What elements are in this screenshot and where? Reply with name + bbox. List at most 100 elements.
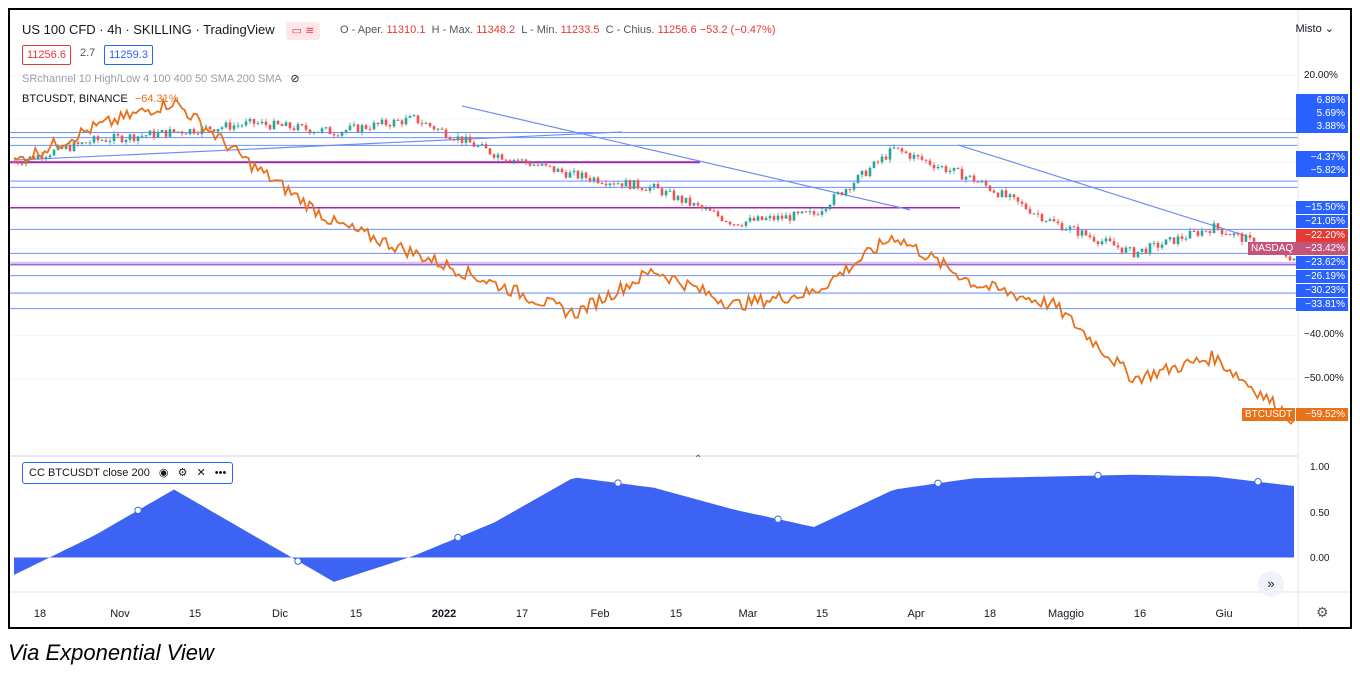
nasdaq-candle [224,122,228,128]
time-axis-label: 15 [349,608,363,620]
price-axis-tag: −59.52% [1296,408,1348,421]
eye-icon[interactable]: ◉ [158,467,169,479]
nasdaq-candle [924,159,928,161]
nasdaq-candle [520,159,524,161]
nasdaq-candle [644,189,648,191]
ohlc-readout: O - Aper. 11310.1 H - Max. 11348.2 L - M… [340,24,776,36]
nasdaq-candle [1144,248,1148,254]
oscillator-point [294,557,302,565]
nasdaq-candle [900,148,904,152]
nasdaq-candle [1196,231,1200,236]
nasdaq-candle [668,190,672,192]
nasdaq-candle [816,214,820,216]
nasdaq-candle [348,125,352,131]
nasdaq-candle [1236,233,1240,235]
nasdaq-candle [324,127,328,129]
nasdaq-candle [160,130,164,133]
close-icon[interactable]: ✕ [196,467,206,479]
nasdaq-candle [556,168,560,172]
nasdaq-candle [548,165,552,167]
nasdaq-candle [1100,241,1104,245]
nasdaq-candle [772,216,776,220]
price-axis-tag: −4.37% [1296,151,1348,164]
nasdaq-candle [1084,230,1088,236]
nasdaq-candle [1060,223,1064,231]
nasdaq-candle [964,176,968,180]
nasdaq-candle [820,211,824,215]
chart-title[interactable]: US 100 CFD · 4h · SKILLING · TradingView [22,22,275,37]
osc-axis-0: 0.00 [1310,553,1330,564]
nasdaq-candle [928,160,932,165]
nasdaq-candle [624,180,628,187]
nasdaq-candle [704,208,708,210]
oscillator-point [774,515,782,523]
nasdaq-candle [1188,230,1192,239]
nasdaq-candle [488,148,492,155]
scroll-to-realtime-icon[interactable]: » [1258,571,1284,597]
sync-toggle-icon[interactable]: ▭ ≋ [286,22,320,40]
nasdaq-candle [72,142,76,152]
nasdaq-candle [1064,229,1068,231]
nasdaq-candle [300,124,304,126]
chart-canvas[interactable] [10,10,1350,627]
nasdaq-candle [1180,236,1184,239]
nasdaq-candle [1288,256,1292,261]
nasdaq-candle [532,164,536,166]
sell-price-box[interactable]: 11256.6 [22,45,71,65]
time-axis-label: 15 [669,608,683,620]
nasdaq-candle [872,161,876,168]
nasdaq-candle [612,183,616,185]
buy-price-box[interactable]: 11259.3 [104,45,153,65]
indicator-legend[interactable]: SRchannel 10 High/Low 4 100 400 50 SMA 2… [22,73,300,85]
nasdaq-candle [500,154,504,160]
settings-gear-icon[interactable]: ⚙ [177,467,188,479]
price-axis-tag: −15.50% [1296,201,1348,214]
nasdaq-candle [884,156,888,160]
nasdaq-candle [648,186,652,191]
nasdaq-candle [380,119,384,124]
nasdaq-candle [748,217,752,222]
image-caption: Via Exponential View [8,640,214,665]
osc-axis-050: 0.50 [1310,508,1330,519]
nasdaq-candle [396,119,400,121]
oscillator-point [614,479,622,487]
hide-eye-icon[interactable]: ⊘ [290,73,300,85]
nasdaq-candle [776,215,780,220]
nasdaq-candle [836,192,840,195]
nasdaq-candle [560,168,564,173]
nasdaq-candle [168,129,172,137]
nasdaq-candle [1004,190,1008,198]
nasdaq-candle [120,135,124,143]
trendline [461,105,911,211]
nasdaq-candle [728,221,732,225]
more-dots-icon[interactable]: ••• [214,467,227,479]
time-axis-label: 2022 [431,608,457,620]
nasdaq-candle [780,215,784,219]
time-axis-label: 16 [1133,608,1147,620]
scale-mode-dropdown[interactable]: Misto ⌄ [1295,23,1334,35]
price-axis-tag: 6.88% [1296,94,1348,107]
nasdaq-candle [824,209,828,212]
nasdaq-candle [432,126,436,130]
nasdaq-candle [1164,239,1168,245]
nasdaq-candle [1088,235,1092,238]
price-axis-tag: −21.05% [1296,215,1348,228]
time-axis-label: Nov [110,608,130,620]
nasdaq-candle [688,197,692,206]
nasdaq-candle [108,141,112,143]
compare-legend[interactable]: BTCUSDT, BINANCE −64.31% [22,93,179,105]
nasdaq-candle [732,224,736,226]
nasdaq-candle [164,130,168,137]
nasdaq-candle [1232,233,1236,236]
nasdaq-candle [244,121,248,126]
nasdaq-candle [592,177,596,181]
nasdaq-candle [104,140,108,142]
time-axis-label: 15 [188,608,202,620]
settings-gear-icon-axis[interactable]: ⚙ [1316,604,1329,620]
nasdaq-candle [360,125,364,132]
nasdaq-candle [580,172,584,179]
nasdaq-candle [916,154,920,157]
collapse-pane-icon[interactable]: ⌃ [694,454,703,465]
nasdaq-candle [468,136,472,143]
oscillator-legend[interactable]: CC BTCUSDT close 200 ◉ ⚙ ✕ ••• [22,462,234,484]
